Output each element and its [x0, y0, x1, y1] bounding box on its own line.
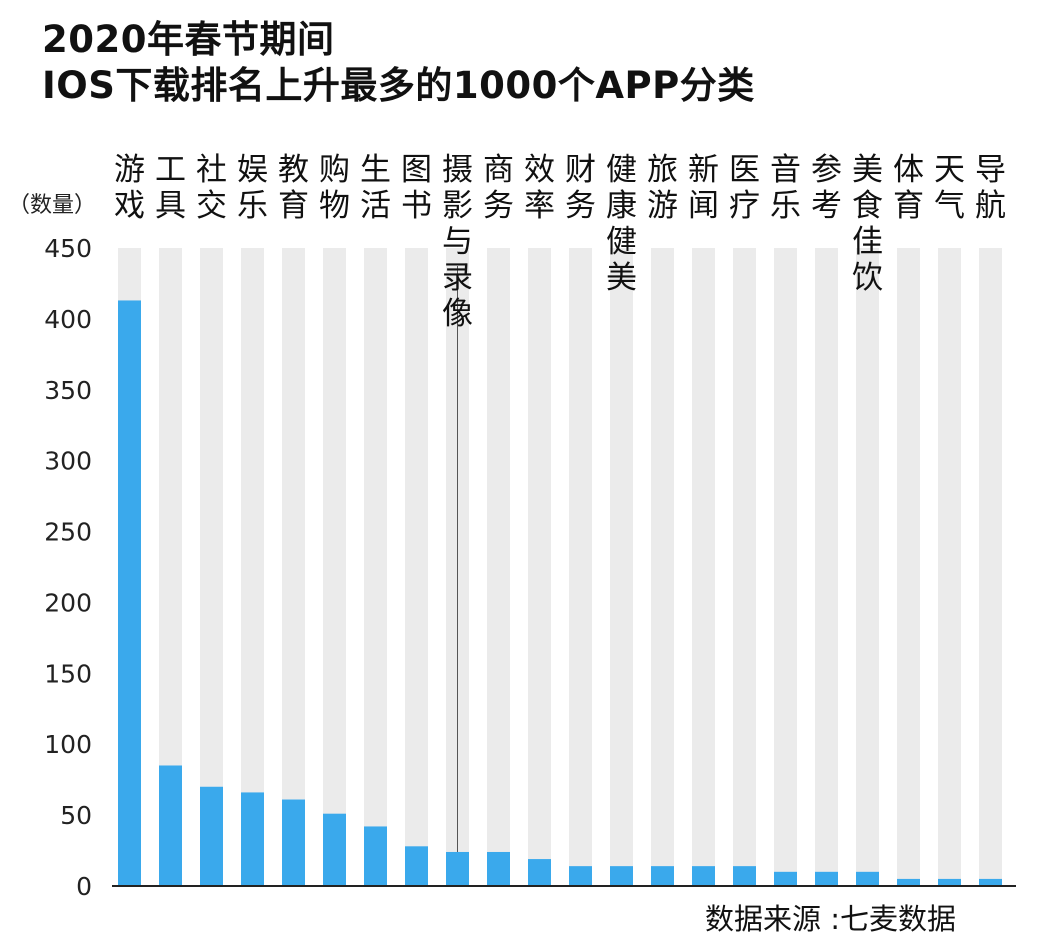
chart-title-line-2: IOS下载排名上升最多的1000个APP分类 — [42, 64, 755, 107]
background-column — [282, 248, 305, 886]
background-column — [774, 248, 797, 886]
background-column — [733, 248, 756, 886]
bar — [241, 792, 264, 886]
bar — [159, 765, 182, 886]
y-tick-label: 150 — [44, 659, 92, 688]
y-tick-label: 50 — [60, 801, 92, 830]
background-column — [979, 248, 1002, 886]
category-label: 图书 — [401, 152, 432, 224]
bar — [282, 799, 305, 886]
category-label: 生活 — [360, 152, 391, 224]
category-label: 医疗 — [729, 152, 760, 224]
bar — [774, 871, 797, 886]
bar — [979, 878, 1002, 886]
bar — [856, 871, 879, 886]
background-column — [159, 248, 182, 886]
bar — [200, 786, 223, 886]
category-label: 商务 — [483, 152, 514, 224]
category-label: 教育 — [278, 152, 309, 224]
y-axis-label: （数量） — [8, 193, 96, 218]
category-label: 体育 — [893, 152, 924, 224]
background-column — [200, 248, 223, 886]
background-column — [528, 248, 551, 886]
category-label: 购物 — [319, 152, 350, 224]
category-label: 美食佳饮 — [852, 152, 883, 296]
bar — [446, 851, 469, 886]
category-label: 财务 — [565, 152, 596, 224]
y-tick-label: 300 — [44, 447, 92, 476]
background-column — [569, 248, 592, 886]
category-label: 参考 — [811, 152, 842, 224]
background-column — [856, 248, 879, 886]
category-label: 旅游 — [647, 152, 678, 224]
y-tick-label: 0 — [76, 872, 92, 901]
background-column — [651, 248, 674, 886]
bar — [569, 866, 592, 886]
bar — [405, 846, 428, 886]
category-label: 新闻 — [688, 152, 719, 224]
y-tick-label: 250 — [44, 518, 92, 547]
bar — [815, 871, 838, 886]
bar — [692, 866, 715, 886]
category-label: 娱乐 — [237, 152, 268, 224]
chart-title-line-1: 2020年春节期间 — [42, 18, 335, 61]
category-label: 工具 — [155, 152, 186, 224]
background-column — [815, 248, 838, 886]
bar — [323, 813, 346, 886]
category-label: 天气 — [934, 152, 965, 224]
background-column — [938, 248, 961, 886]
bar — [118, 300, 141, 886]
bar — [938, 878, 961, 886]
bar — [528, 859, 551, 886]
y-tick-label: 350 — [44, 376, 92, 405]
category-label: 效率 — [524, 152, 555, 224]
bar — [897, 878, 920, 886]
bar — [651, 866, 674, 886]
y-tick-label: 100 — [44, 730, 92, 759]
bar — [487, 851, 510, 886]
category-label: 游戏 — [114, 152, 145, 224]
y-tick-label: 400 — [44, 305, 92, 334]
background-column — [323, 248, 346, 886]
bar — [733, 866, 756, 886]
category-label: 健康健美 — [606, 152, 637, 296]
y-tick-label: 200 — [44, 588, 92, 617]
background-column — [897, 248, 920, 886]
bar — [364, 826, 387, 886]
bar — [610, 866, 633, 886]
background-column — [610, 248, 633, 886]
category-label: 音乐 — [770, 152, 801, 224]
y-tick-label: 450 — [44, 234, 92, 263]
category-label: 摄影与录像 — [442, 152, 473, 332]
background-column — [241, 248, 264, 886]
background-column — [364, 248, 387, 886]
background-column — [487, 248, 510, 886]
category-label: 社交 — [196, 152, 227, 224]
background-column — [405, 248, 428, 886]
data-source-note: 数据来源 :七麦数据 — [705, 902, 956, 936]
background-column — [692, 248, 715, 886]
category-label: 导航 — [975, 152, 1006, 224]
